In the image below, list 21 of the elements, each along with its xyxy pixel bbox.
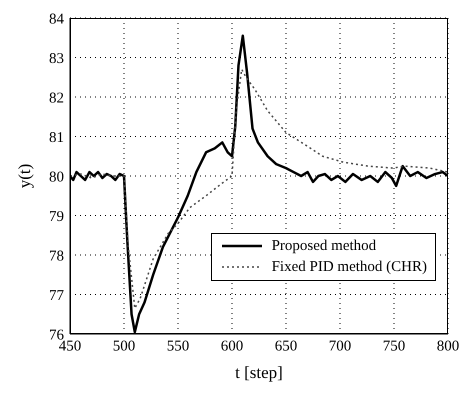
x-tick-label: 750	[382, 338, 406, 355]
x-tick-label: 650	[274, 338, 298, 355]
x-tick-label: 800	[436, 338, 460, 355]
x-tick-label: 500	[112, 338, 136, 355]
legend-label: Fixed PID method (CHR)	[272, 258, 427, 277]
line-series	[70, 68, 448, 310]
x-axis-title: t [step]	[235, 363, 283, 382]
x-tick-label: 700	[328, 338, 352, 355]
y-tick-label: 79	[49, 208, 64, 225]
y-tick-label: 77	[49, 288, 64, 304]
x-tick-label: 600	[220, 338, 244, 355]
x-tick-label: 550	[166, 338, 190, 355]
y-tick-label: 81	[49, 130, 64, 146]
y-tick-label: 78	[49, 248, 64, 264]
y-axis-title: y(t)	[15, 164, 34, 188]
legend-label: Proposed method	[272, 236, 376, 256]
y-tick-label: 82	[49, 90, 64, 106]
y-tick-label: 83	[49, 50, 64, 67]
y-tick-label: 80	[49, 169, 64, 186]
x-tick-label: 450	[58, 338, 82, 355]
y-tick-label: 84	[49, 11, 64, 28]
